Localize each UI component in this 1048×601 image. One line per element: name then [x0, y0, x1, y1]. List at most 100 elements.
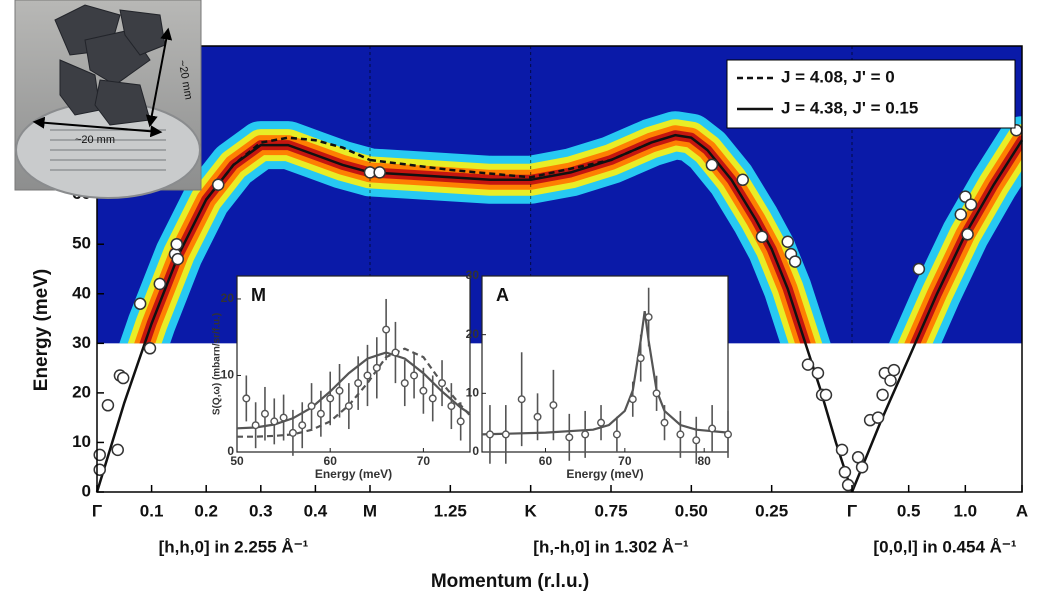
data-point: [279, 413, 288, 422]
data-point: [288, 428, 297, 437]
x-tick-label: 60: [324, 454, 338, 468]
data-point: [93, 448, 106, 462]
x-tick-label: 0.75: [594, 501, 627, 520]
x-tick-label: 70: [618, 454, 632, 468]
data-point: [419, 386, 428, 395]
x-axis-title: Energy (meV): [315, 467, 392, 481]
sample-crystal: [59, 59, 101, 116]
data-point: [964, 198, 978, 211]
data-point: [855, 460, 869, 474]
data-point: [170, 237, 183, 251]
data-point: [428, 394, 437, 403]
data-point: [876, 388, 889, 402]
data-point: [270, 417, 279, 426]
data-point: [298, 421, 307, 430]
data-point: [801, 358, 815, 371]
data-point: [954, 208, 968, 221]
y-tick-label: 20: [221, 291, 235, 305]
data-point: [912, 262, 926, 276]
x-tick-label: 0.1: [140, 501, 164, 520]
y-tick-label: 20: [72, 382, 91, 401]
x-tick-label: 0.2: [194, 501, 218, 520]
x-tick-label: 80: [698, 454, 712, 468]
data-point: [447, 402, 456, 411]
data-point: [344, 402, 353, 411]
data-point: [565, 433, 574, 442]
plot-frame: [96, 45, 1023, 493]
data-point: [153, 277, 167, 291]
y-tick-label: 30: [72, 333, 91, 352]
fit-line: [481, 311, 729, 436]
data-point: [326, 394, 335, 403]
scale-arrow: [32, 116, 163, 138]
data-point: [410, 371, 419, 380]
data-point: [581, 430, 590, 439]
data-point: [251, 421, 260, 430]
data-point: [676, 430, 685, 439]
legend-label: J = 4.08, J' = 0: [781, 67, 895, 86]
x-tick-label: A: [1016, 501, 1028, 520]
data-point: [736, 173, 749, 187]
data-point: [533, 412, 542, 421]
data-point: [887, 363, 901, 377]
data-point: [652, 389, 661, 398]
data-point: [101, 399, 115, 412]
x-tick-label: 0.50: [675, 501, 708, 520]
x-tick-label: 1.0: [954, 501, 978, 520]
data-point: [788, 255, 802, 268]
legend: J = 4.08, J' = 0 J = 4.38, J' = 0.15: [726, 59, 1016, 129]
data-point: [354, 379, 363, 388]
data-point: [133, 297, 147, 310]
data-point: [260, 409, 269, 418]
data-point: [307, 402, 316, 411]
data-point: [838, 465, 852, 479]
data-point: [549, 401, 558, 410]
data-point: [111, 443, 124, 457]
y-tick-label: 10: [466, 386, 480, 400]
dispersion-line: [95, 143, 371, 493]
inset-title: M: [251, 285, 266, 305]
x-tick-label: K: [525, 501, 538, 520]
x-tick-label: M: [363, 501, 377, 520]
y-axis-title: Energy (meV): [31, 269, 52, 391]
inset-plot: 50 60 70 0 10 20 M Energy (meV) S(Q,ω) (mbarn/sr…: [212, 275, 471, 481]
x-tick-label: 0.5: [897, 501, 921, 520]
data-point: [400, 379, 409, 388]
dispersion-line: [369, 141, 652, 179]
inset-title: A: [496, 285, 509, 305]
x-tick-label: Γ: [92, 501, 102, 520]
data-point: [705, 158, 719, 172]
data-point: [391, 348, 400, 357]
data-point: [171, 252, 185, 266]
data-point: [755, 230, 769, 244]
data-point: [835, 443, 849, 457]
y-tick-label: 20: [466, 327, 480, 341]
data-point: [724, 430, 733, 439]
y-tick-label: 40: [72, 283, 91, 302]
data-point: [819, 388, 833, 402]
x-tick-label: 1.25: [434, 501, 467, 520]
y-axis-title: S(Q,ω) (mbarn/sr/f.u.): [212, 313, 223, 415]
data-point: [692, 436, 701, 445]
legend-label: J = 4.38, J' = 0.15: [781, 98, 918, 117]
data-point: [93, 463, 106, 476]
data-point: [501, 430, 510, 439]
data-point: [382, 325, 391, 334]
data-point: [961, 228, 974, 241]
x-axis-title: Momentum (r.l.u.): [431, 571, 589, 592]
data-point: [456, 417, 465, 426]
inset-plot: 60 70 80 0 10 20 30 A Energy (meV): [466, 268, 733, 481]
data-point: [628, 395, 637, 404]
dispersion-line: [369, 133, 854, 493]
x-tick-label: 70: [417, 454, 431, 468]
data-point: [612, 430, 621, 439]
data-point: [884, 374, 897, 387]
y-tick-label: 0: [82, 481, 91, 500]
x-tick-label: 60: [539, 454, 553, 468]
segment-label: [h,-h,0] in 1.302 Å⁻¹: [533, 537, 689, 556]
y-tick-label: 30: [466, 268, 480, 282]
data-point: [316, 409, 325, 418]
y-tick-label: 0: [472, 444, 479, 458]
y-tick-label: 10: [221, 368, 235, 382]
